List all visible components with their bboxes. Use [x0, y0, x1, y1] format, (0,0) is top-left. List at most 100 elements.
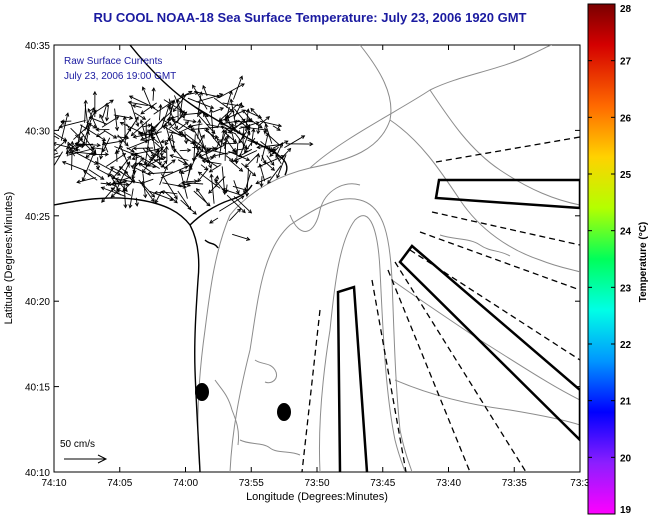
current-vector: [97, 157, 99, 170]
current-vector: [268, 148, 276, 154]
station-marker: [195, 383, 209, 401]
current-vector-head: [263, 130, 268, 135]
current-vector-head: [230, 127, 236, 132]
current-vector-head: [127, 155, 132, 160]
current-vector: [70, 127, 83, 141]
current-vector-head: [81, 144, 86, 149]
current-vector-head: [131, 156, 136, 161]
current-vector-head: [101, 137, 107, 141]
current-vector-head: [134, 202, 139, 207]
current-vector: [226, 91, 233, 108]
current-vector: [183, 119, 196, 123]
current-vector: [161, 104, 170, 129]
coast-line: [204, 239, 219, 249]
current-vector-head: [122, 115, 127, 121]
current-vector: [184, 91, 199, 96]
current-vector: [180, 199, 197, 215]
current-vector-head: [241, 132, 246, 137]
current-vector: [171, 127, 195, 144]
current-vector: [275, 154, 282, 165]
contour-line: [389, 119, 580, 273]
current-vector: [272, 140, 288, 149]
colorbar-tick-label: 28: [620, 4, 632, 15]
current-vector: [243, 111, 253, 122]
current-vector-head: [114, 177, 119, 182]
current-vector-head: [49, 154, 53, 157]
current-vector-head: [140, 110, 145, 115]
current-vector-head: [127, 100, 132, 105]
current-vector: [233, 118, 246, 130]
current-vector: [232, 233, 250, 241]
current-vector: [106, 104, 109, 121]
current-vector-head: [124, 170, 129, 175]
current-vector: [219, 195, 245, 212]
current-vector-head: [198, 111, 203, 116]
current-vector: [111, 187, 122, 196]
current-vector-head: [182, 161, 188, 165]
contour-line: [229, 198, 413, 472]
current-vector: [163, 190, 178, 204]
current-vector: [225, 184, 228, 193]
current-vector: [206, 123, 235, 131]
current-vector: [213, 97, 235, 113]
current-vector: [227, 115, 235, 144]
current-vector-head: [60, 119, 65, 124]
x-tick-label: 73:55: [239, 478, 264, 489]
current-vector: [272, 125, 281, 131]
current-vector-head: [211, 153, 217, 158]
current-vector-head: [184, 165, 189, 170]
surface-current-vectors: [36, 75, 314, 241]
current-vector: [54, 151, 63, 167]
current-vector: [101, 187, 126, 197]
current-vector-head: [96, 143, 101, 148]
current-vector-head: [100, 186, 105, 191]
contour-line: [254, 359, 278, 384]
current-vector-head: [284, 140, 289, 145]
current-vector: [226, 194, 246, 213]
current-vector: [111, 191, 118, 198]
current-vector: [163, 99, 183, 112]
colorbar-tick-label: 27: [620, 57, 632, 68]
current-vector-head: [233, 158, 238, 162]
current-vector-head: [206, 202, 211, 207]
current-vector: [90, 110, 97, 120]
current-vector: [138, 179, 155, 198]
current-vector-head: [196, 187, 200, 193]
current-vector-head: [172, 107, 177, 113]
current-vector-head: [158, 103, 163, 109]
current-vector-head: [161, 148, 167, 154]
current-vector-head: [132, 146, 137, 151]
current-vector-head: [119, 121, 125, 126]
current-vector: [199, 144, 225, 158]
current-vector: [36, 108, 53, 128]
current-vector: [183, 112, 202, 116]
x-tick-label: 74:10: [41, 478, 66, 489]
current-vector: [142, 148, 153, 161]
current-vector-head: [246, 126, 251, 131]
current-vector-head: [100, 175, 105, 180]
current-vector: [73, 123, 92, 140]
current-vector: [54, 154, 61, 158]
contour-line: [197, 45, 392, 472]
current-vector-head: [251, 127, 256, 133]
current-vector-head: [208, 164, 213, 169]
current-vector: [229, 208, 241, 222]
current-vector: [102, 140, 123, 145]
current-vector: [82, 154, 94, 181]
current-vector: [254, 141, 266, 148]
current-vector-head: [209, 105, 215, 110]
current-vector-head: [171, 159, 176, 164]
current-vector: [133, 157, 144, 169]
current-vector-head: [186, 182, 192, 187]
current-vector: [196, 188, 209, 205]
current-vector: [152, 88, 155, 101]
colorbar-tick-label: 22: [620, 340, 632, 351]
current-vector-head: [203, 112, 207, 117]
current-vector-head: [141, 169, 146, 174]
current-vector: [54, 152, 59, 155]
wedge-east: [434, 178, 580, 210]
current-vector-head: [235, 190, 240, 195]
current-vector-head: [70, 140, 75, 146]
current-vector: [140, 178, 154, 185]
current-vector-head: [226, 114, 231, 119]
